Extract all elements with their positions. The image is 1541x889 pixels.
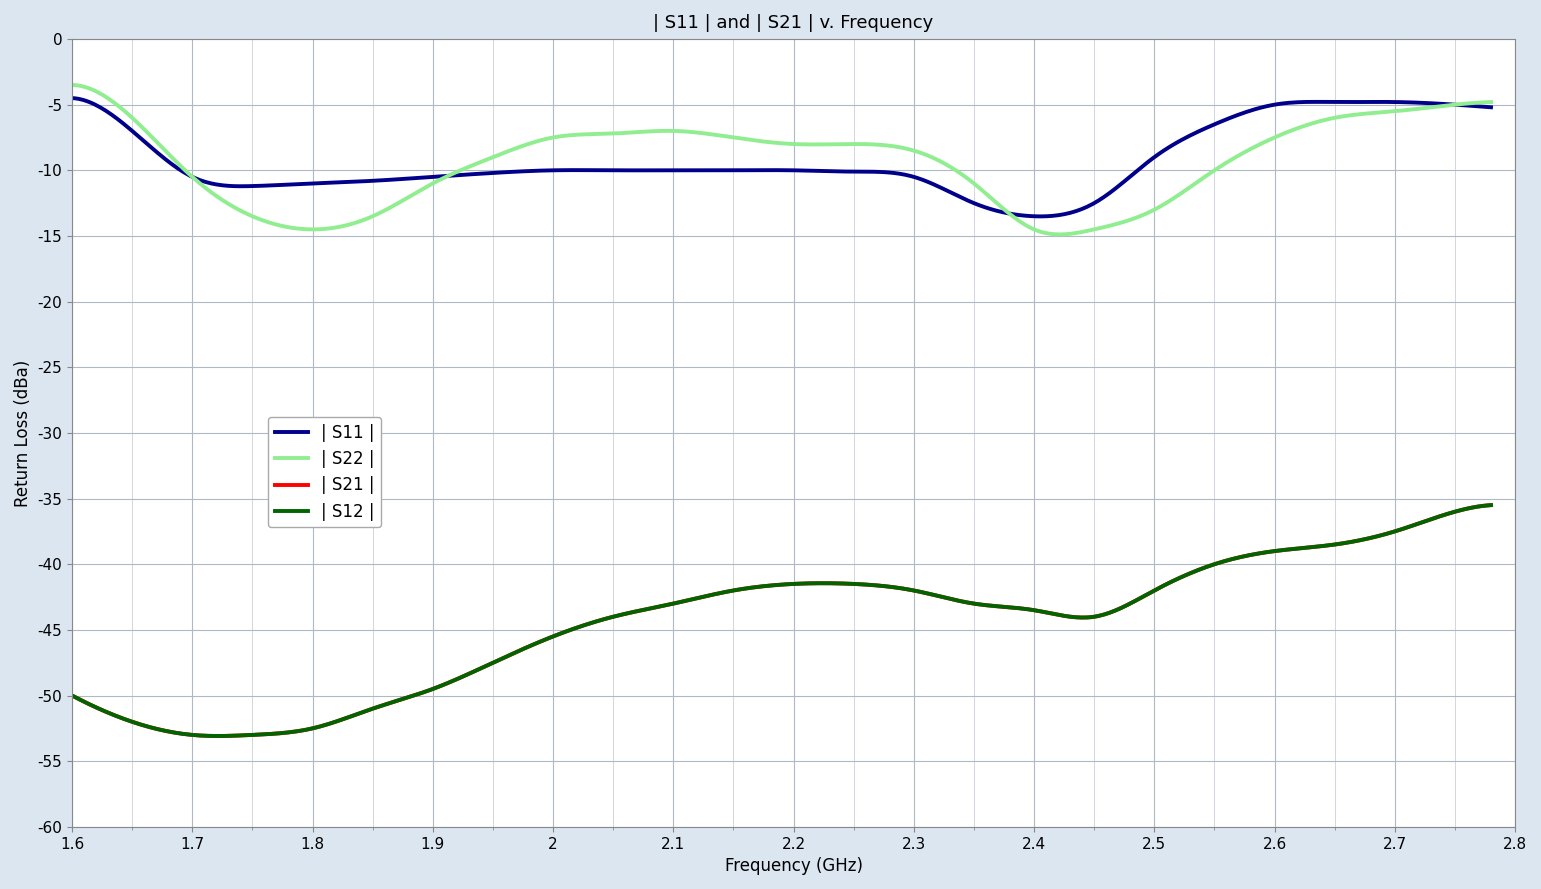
| S12 |	[1228, 552, 1247, 563]
| S21 |	[63, 690, 82, 701]
| S11 |	[1228, 109, 1247, 120]
| S12 |	[208, 731, 227, 741]
| S22 |	[1450, 99, 1469, 109]
| S11 |	[908, 172, 926, 183]
Line: | S22 |: | S22 |	[72, 85, 1492, 235]
| S22 |	[831, 139, 849, 149]
| S12 |	[747, 581, 766, 592]
| S21 |	[1482, 500, 1501, 510]
| S11 |	[737, 164, 755, 175]
| S22 |	[908, 146, 926, 156]
| S12 |	[1482, 500, 1501, 510]
| S22 |	[737, 134, 755, 145]
| S12 |	[1450, 505, 1469, 516]
| S12 |	[740, 582, 758, 593]
| S12 |	[911, 587, 929, 597]
| S21 |	[1450, 505, 1469, 516]
| S12 |	[834, 578, 852, 589]
Legend: | S11 |, | S22 |, | S21 |, | S12 |: | S11 |, | S22 |, | S21 |, | S12 |	[268, 417, 382, 527]
Line: | S11 |: | S11 |	[72, 98, 1492, 216]
| S11 |	[831, 166, 849, 177]
| S22 |	[1482, 97, 1501, 108]
X-axis label: Frequency (GHz): Frequency (GHz)	[724, 857, 863, 875]
| S11 |	[63, 92, 82, 103]
| S22 |	[1228, 150, 1247, 161]
| S11 |	[1482, 102, 1501, 113]
| S12 |	[63, 690, 82, 701]
| S21 |	[747, 581, 766, 592]
| S22 |	[1049, 229, 1068, 240]
Line: | S12 |: | S12 |	[72, 505, 1492, 736]
| S22 |	[746, 135, 764, 146]
| S21 |	[834, 578, 852, 589]
| S11 |	[1450, 100, 1469, 110]
| S11 |	[1032, 211, 1051, 221]
| S22 |	[63, 80, 82, 91]
| S11 |	[746, 164, 764, 175]
| S21 |	[208, 731, 227, 741]
| S21 |	[1228, 552, 1247, 563]
Title: | S11 | and | S21 | v. Frequency: | S11 | and | S21 | v. Frequency	[653, 14, 934, 32]
Y-axis label: Return Loss (dBa): Return Loss (dBa)	[14, 359, 32, 507]
| S21 |	[740, 582, 758, 593]
Line: | S21 |: | S21 |	[72, 505, 1492, 736]
| S21 |	[911, 587, 929, 597]
